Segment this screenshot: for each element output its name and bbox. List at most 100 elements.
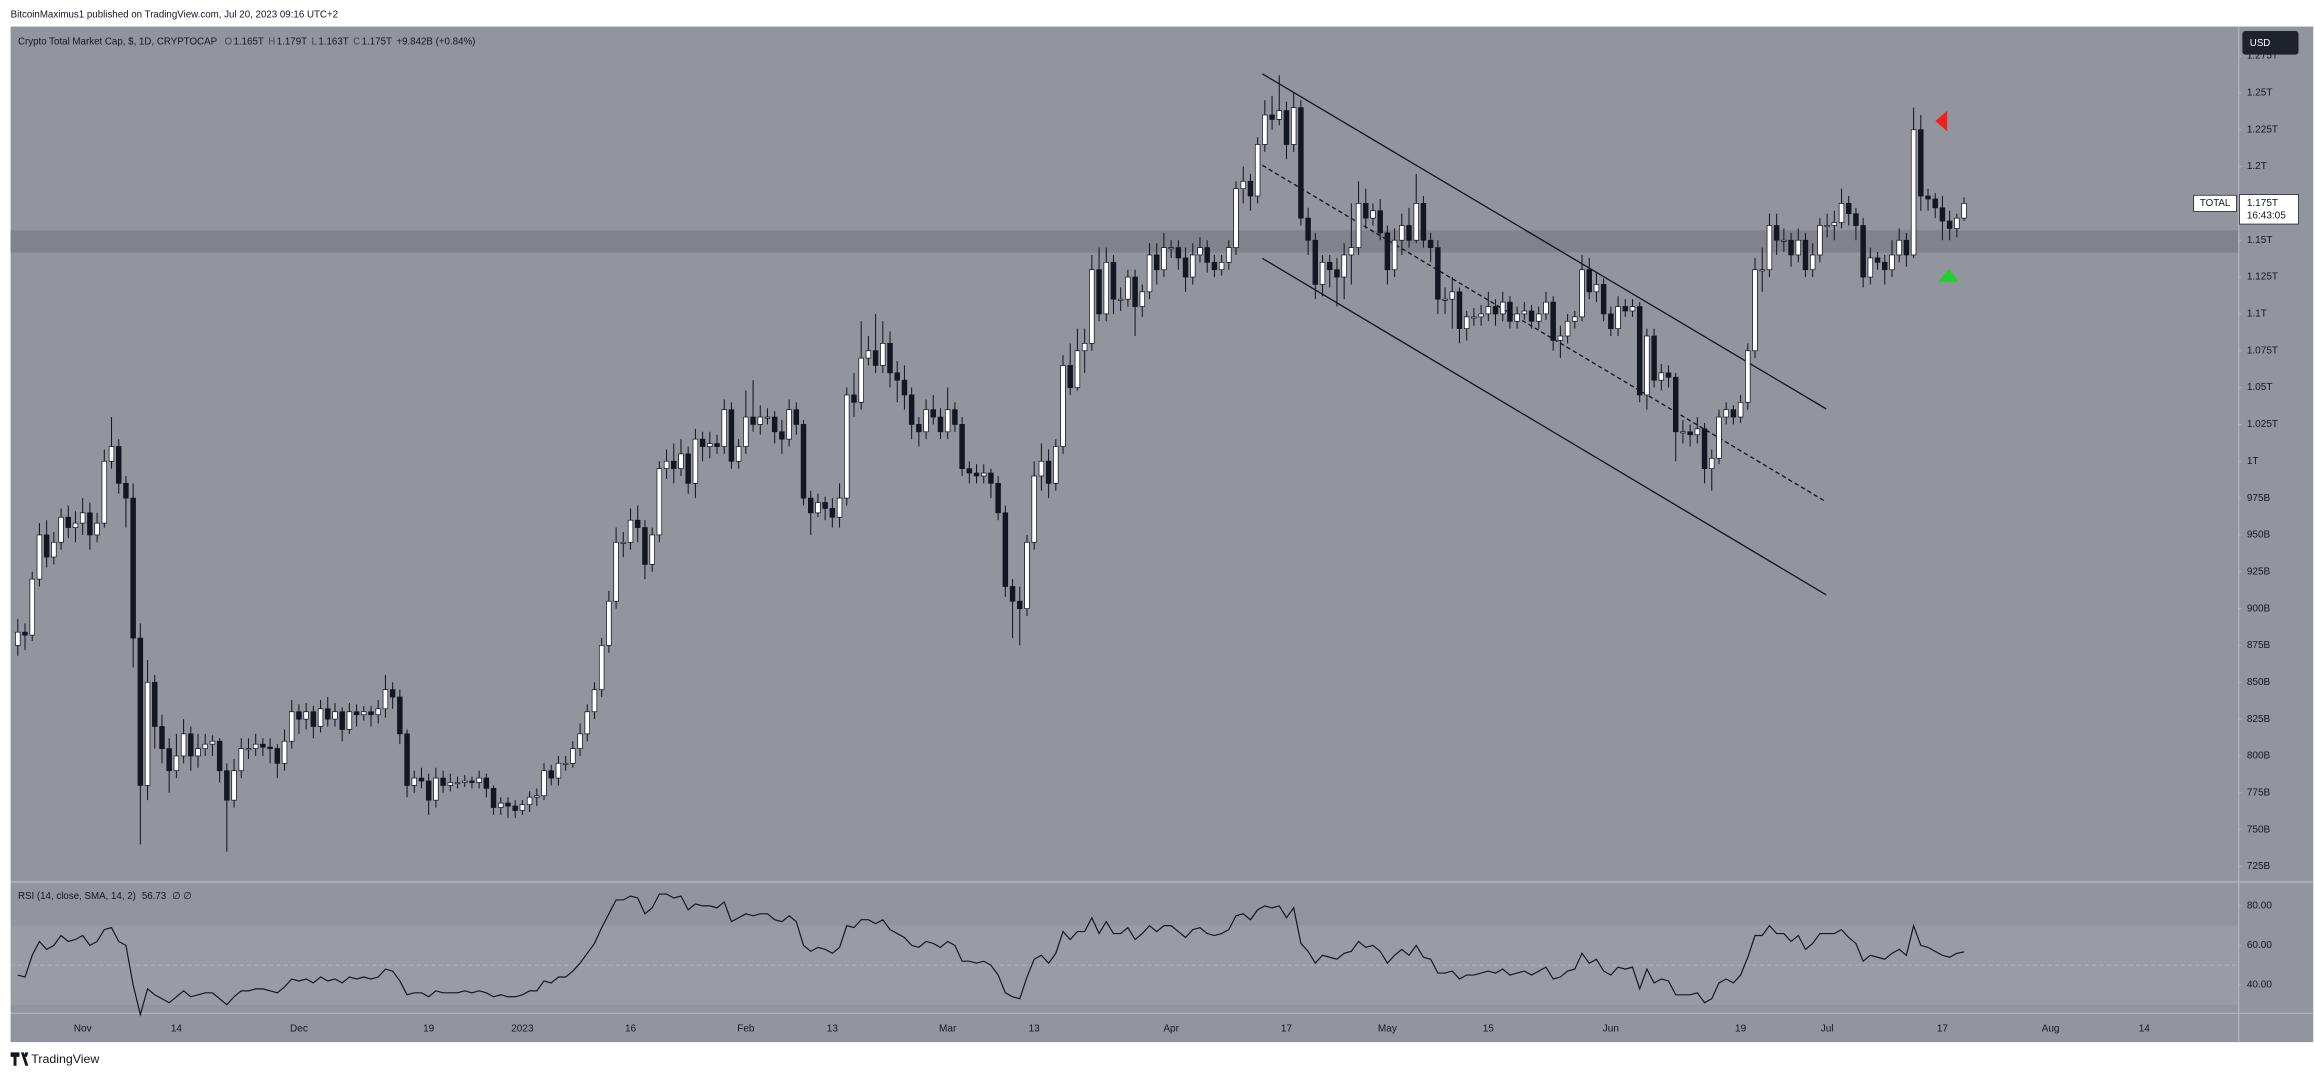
candle-body bbox=[224, 770, 230, 801]
candle-body bbox=[397, 696, 403, 735]
brand-logo bbox=[10, 1052, 29, 1066]
candle-body bbox=[1507, 301, 1513, 322]
candle-body bbox=[1932, 198, 1938, 209]
x-tick-label: 17 bbox=[1281, 1023, 1293, 1034]
candle-body bbox=[779, 431, 785, 440]
y-tick-label: 1.275T bbox=[2247, 51, 2278, 62]
candle-body bbox=[411, 777, 417, 786]
candle-body bbox=[642, 527, 648, 565]
candle-body bbox=[757, 416, 763, 425]
candle-body bbox=[980, 472, 987, 477]
candle-body bbox=[1781, 239, 1787, 242]
candle-body bbox=[577, 733, 583, 749]
candle-body bbox=[1031, 475, 1037, 543]
y-tick-label: 800B bbox=[2247, 751, 2271, 762]
y-tick-label: 850B bbox=[2247, 677, 2271, 688]
candle-body bbox=[613, 541, 619, 602]
candle-body bbox=[1845, 203, 1852, 215]
candle-body bbox=[1608, 313, 1614, 330]
x-tick-label: Apr bbox=[1163, 1023, 1179, 1034]
candle-body bbox=[786, 409, 792, 440]
candle-body bbox=[1600, 284, 1607, 315]
candle-body bbox=[267, 746, 273, 749]
candle-body bbox=[584, 711, 590, 735]
currency-button-box[interactable] bbox=[2242, 30, 2299, 55]
candle-body bbox=[988, 472, 994, 484]
candle-body bbox=[490, 788, 497, 808]
candle-body bbox=[447, 782, 454, 786]
candle-body bbox=[1867, 257, 1874, 278]
candle-body bbox=[144, 681, 151, 786]
candle-body bbox=[274, 748, 281, 764]
candle-body bbox=[1334, 269, 1340, 278]
candle-body bbox=[1615, 306, 1621, 330]
candle-body bbox=[1752, 269, 1758, 352]
candle-body bbox=[1723, 409, 1729, 418]
candle-body bbox=[1139, 291, 1146, 307]
candle-body bbox=[1060, 365, 1066, 447]
candle-body bbox=[1939, 207, 1946, 222]
candle-body bbox=[1889, 254, 1895, 271]
candle-body bbox=[1788, 239, 1794, 256]
candle-body bbox=[325, 708, 331, 720]
currency-label[interactable]: USD bbox=[2250, 38, 2271, 49]
candle-body bbox=[1211, 261, 1218, 271]
candle-body bbox=[598, 645, 605, 691]
candle-body bbox=[1190, 254, 1196, 278]
candle-body bbox=[519, 804, 526, 811]
candle-body bbox=[461, 780, 468, 783]
y-tick-label: 900B bbox=[2247, 603, 2271, 614]
candle-body bbox=[1463, 316, 1470, 330]
candle-body bbox=[123, 482, 129, 499]
candle-body bbox=[1197, 247, 1203, 256]
candle-body bbox=[1882, 261, 1888, 271]
chart-title: Crypto Total Market Cap, $, 1D, CRYPTOCA… bbox=[18, 36, 217, 47]
candle-body bbox=[901, 379, 908, 396]
candle-body bbox=[1326, 261, 1333, 271]
candle-body bbox=[1161, 247, 1167, 271]
price-tag-layer: TOTAL 1.175T 16:43:05 bbox=[2193, 194, 2299, 225]
candle-body bbox=[995, 482, 1001, 514]
candle-body bbox=[476, 777, 482, 783]
candle-body bbox=[793, 409, 800, 425]
y-tick-label: 1.15T bbox=[2247, 235, 2273, 246]
chart-legend: Crypto Total Market Cap, $, 1D, CRYPTOCA… bbox=[18, 36, 475, 47]
candle-body bbox=[865, 350, 872, 359]
candle-body bbox=[1809, 254, 1816, 271]
candle-body bbox=[699, 438, 706, 447]
candle-body bbox=[671, 460, 677, 469]
candle-body bbox=[353, 711, 360, 716]
candle-body bbox=[1961, 203, 1967, 219]
candle-body bbox=[1709, 457, 1715, 469]
currency-button[interactable]: USD bbox=[2242, 30, 2299, 55]
rsi-current: 56.73 bbox=[142, 891, 166, 902]
candle-body bbox=[1168, 247, 1174, 250]
candle-body bbox=[548, 770, 554, 779]
candle-body bbox=[1305, 217, 1311, 241]
candle-body bbox=[166, 748, 172, 772]
candle-body bbox=[1471, 316, 1477, 319]
candle-body bbox=[1485, 306, 1492, 315]
candle-body bbox=[51, 541, 57, 558]
candle-body bbox=[1629, 306, 1636, 312]
candle-body bbox=[310, 711, 317, 727]
channel-lower-line bbox=[1261, 257, 1827, 596]
candle-body bbox=[1903, 239, 1910, 256]
candle-body bbox=[1290, 107, 1297, 145]
candle-body bbox=[433, 777, 439, 801]
candle-body bbox=[159, 726, 165, 749]
candle-body bbox=[65, 516, 71, 528]
candle-body bbox=[1298, 107, 1304, 219]
candle-body bbox=[1406, 225, 1412, 241]
candle-body bbox=[36, 534, 43, 580]
candle-body bbox=[1218, 261, 1225, 271]
x-tick-label: 15 bbox=[1483, 1023, 1495, 1034]
candle-body bbox=[1053, 446, 1059, 484]
ohlc-value: 1.165T bbox=[234, 36, 264, 47]
support-zone bbox=[10, 230, 2238, 253]
candle-body bbox=[173, 755, 180, 772]
candle-body bbox=[1132, 276, 1138, 307]
candle-body bbox=[1038, 460, 1045, 477]
y-tick-label: 1.25T bbox=[2247, 88, 2273, 99]
